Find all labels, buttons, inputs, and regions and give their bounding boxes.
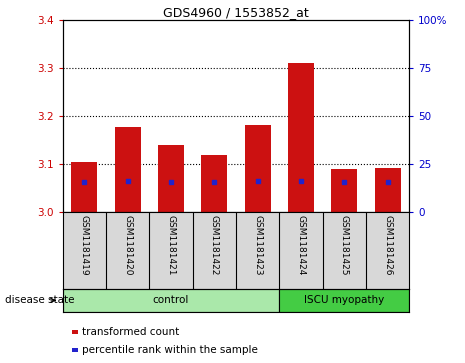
Text: GSM1181426: GSM1181426	[383, 215, 392, 275]
Text: percentile rank within the sample: percentile rank within the sample	[82, 345, 258, 355]
Text: GSM1181424: GSM1181424	[297, 215, 306, 275]
Bar	[72, 162, 98, 212]
Text: GSM1181422: GSM1181422	[210, 215, 219, 275]
Text: GSM1181425: GSM1181425	[340, 215, 349, 275]
Bar	[158, 145, 184, 212]
Bar	[115, 127, 141, 212]
Bar	[331, 169, 357, 212]
Bar	[72, 330, 78, 334]
Bar	[201, 155, 227, 212]
Text: GSM1181421: GSM1181421	[166, 215, 175, 275]
Text: transformed count: transformed count	[82, 327, 179, 337]
Text: disease state: disease state	[5, 295, 74, 305]
Text: ISCU myopathy: ISCU myopathy	[304, 295, 385, 305]
Bar	[245, 125, 271, 212]
Text: GSM1181419: GSM1181419	[80, 215, 89, 275]
Text: control: control	[153, 295, 189, 305]
Bar	[279, 289, 409, 312]
Bar	[63, 289, 279, 312]
Bar	[72, 348, 78, 352]
Title: GDS4960 / 1553852_at: GDS4960 / 1553852_at	[163, 6, 309, 19]
FancyArrowPatch shape	[51, 298, 55, 302]
Text: GSM1181420: GSM1181420	[123, 215, 132, 275]
Text: GSM1181423: GSM1181423	[253, 215, 262, 275]
Bar	[374, 168, 400, 212]
Bar	[288, 63, 314, 212]
